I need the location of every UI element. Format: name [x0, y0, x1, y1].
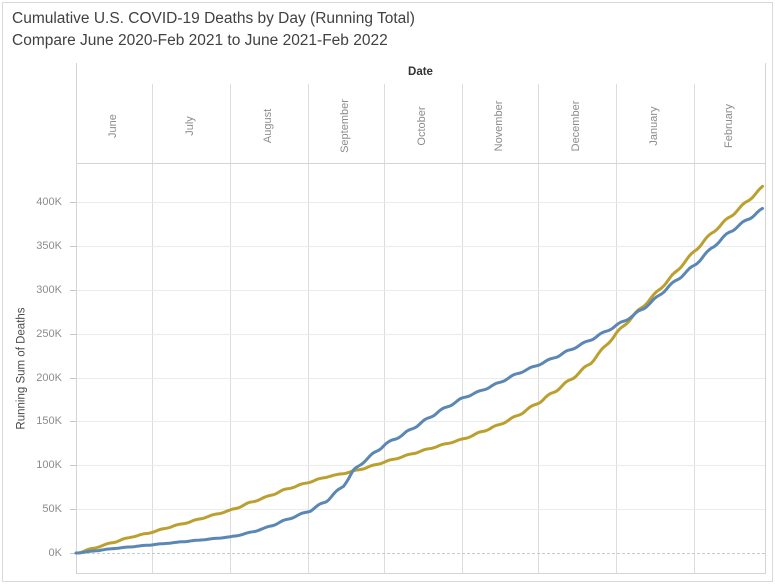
y-tick-mark	[70, 245, 76, 247]
header-separator	[76, 163, 766, 164]
y-tick-label: 0K	[48, 547, 62, 559]
y-tick-label: 200K	[36, 371, 62, 384]
value-gridline	[77, 465, 765, 467]
month-gridline	[383, 84, 385, 573]
y-tick-label: 100K	[36, 459, 62, 472]
value-gridline	[77, 245, 765, 247]
y-tick-mark	[70, 553, 76, 554]
y-tick-label: 400K	[36, 196, 62, 208]
y-tick-label: 300K	[36, 283, 62, 296]
value-gridline	[77, 289, 765, 291]
month-gridline	[308, 84, 310, 573]
y-tick-mark	[70, 377, 76, 379]
y-tick-label: 150K	[36, 415, 62, 428]
month-gridline	[694, 84, 696, 573]
value-gridline	[77, 509, 765, 511]
y-tick-mark	[70, 509, 76, 511]
zero-gridline	[77, 553, 765, 554]
month-gridline	[616, 84, 618, 573]
month-gridline	[462, 84, 464, 573]
chart-subtitle: Compare June 2020-Feb 2021 to June 2021-…	[12, 32, 388, 49]
series-line-june2021-feb2022[interactable]	[74, 206, 764, 555]
y-tick-mark	[70, 465, 76, 467]
x-axis-title: Date	[408, 66, 433, 78]
y-tick-mark	[70, 202, 76, 203]
value-gridline	[77, 333, 765, 335]
y-tick-mark	[70, 333, 76, 335]
plot-right-border	[765, 63, 766, 573]
month-gridline	[230, 84, 231, 573]
value-gridline	[77, 377, 765, 379]
value-gridline	[77, 202, 765, 203]
plot-bottom-border	[76, 573, 766, 574]
y-tick-mark	[70, 289, 76, 291]
series-line-june2020-feb2021[interactable]	[74, 184, 764, 555]
y-tick-mark	[70, 421, 76, 423]
y-axis-line	[76, 63, 77, 573]
chart-title-block: Cumulative U.S. COVID-19 Deaths by Day (…	[12, 8, 415, 52]
month-gridline	[151, 84, 153, 573]
y-tick-label: 50K	[42, 503, 62, 516]
y-tick-label: 250K	[36, 327, 62, 340]
month-gridline	[537, 84, 539, 573]
y-tick-label: 350K	[36, 239, 62, 252]
chart-title: Cumulative U.S. COVID-19 Deaths by Day (…	[12, 10, 415, 27]
